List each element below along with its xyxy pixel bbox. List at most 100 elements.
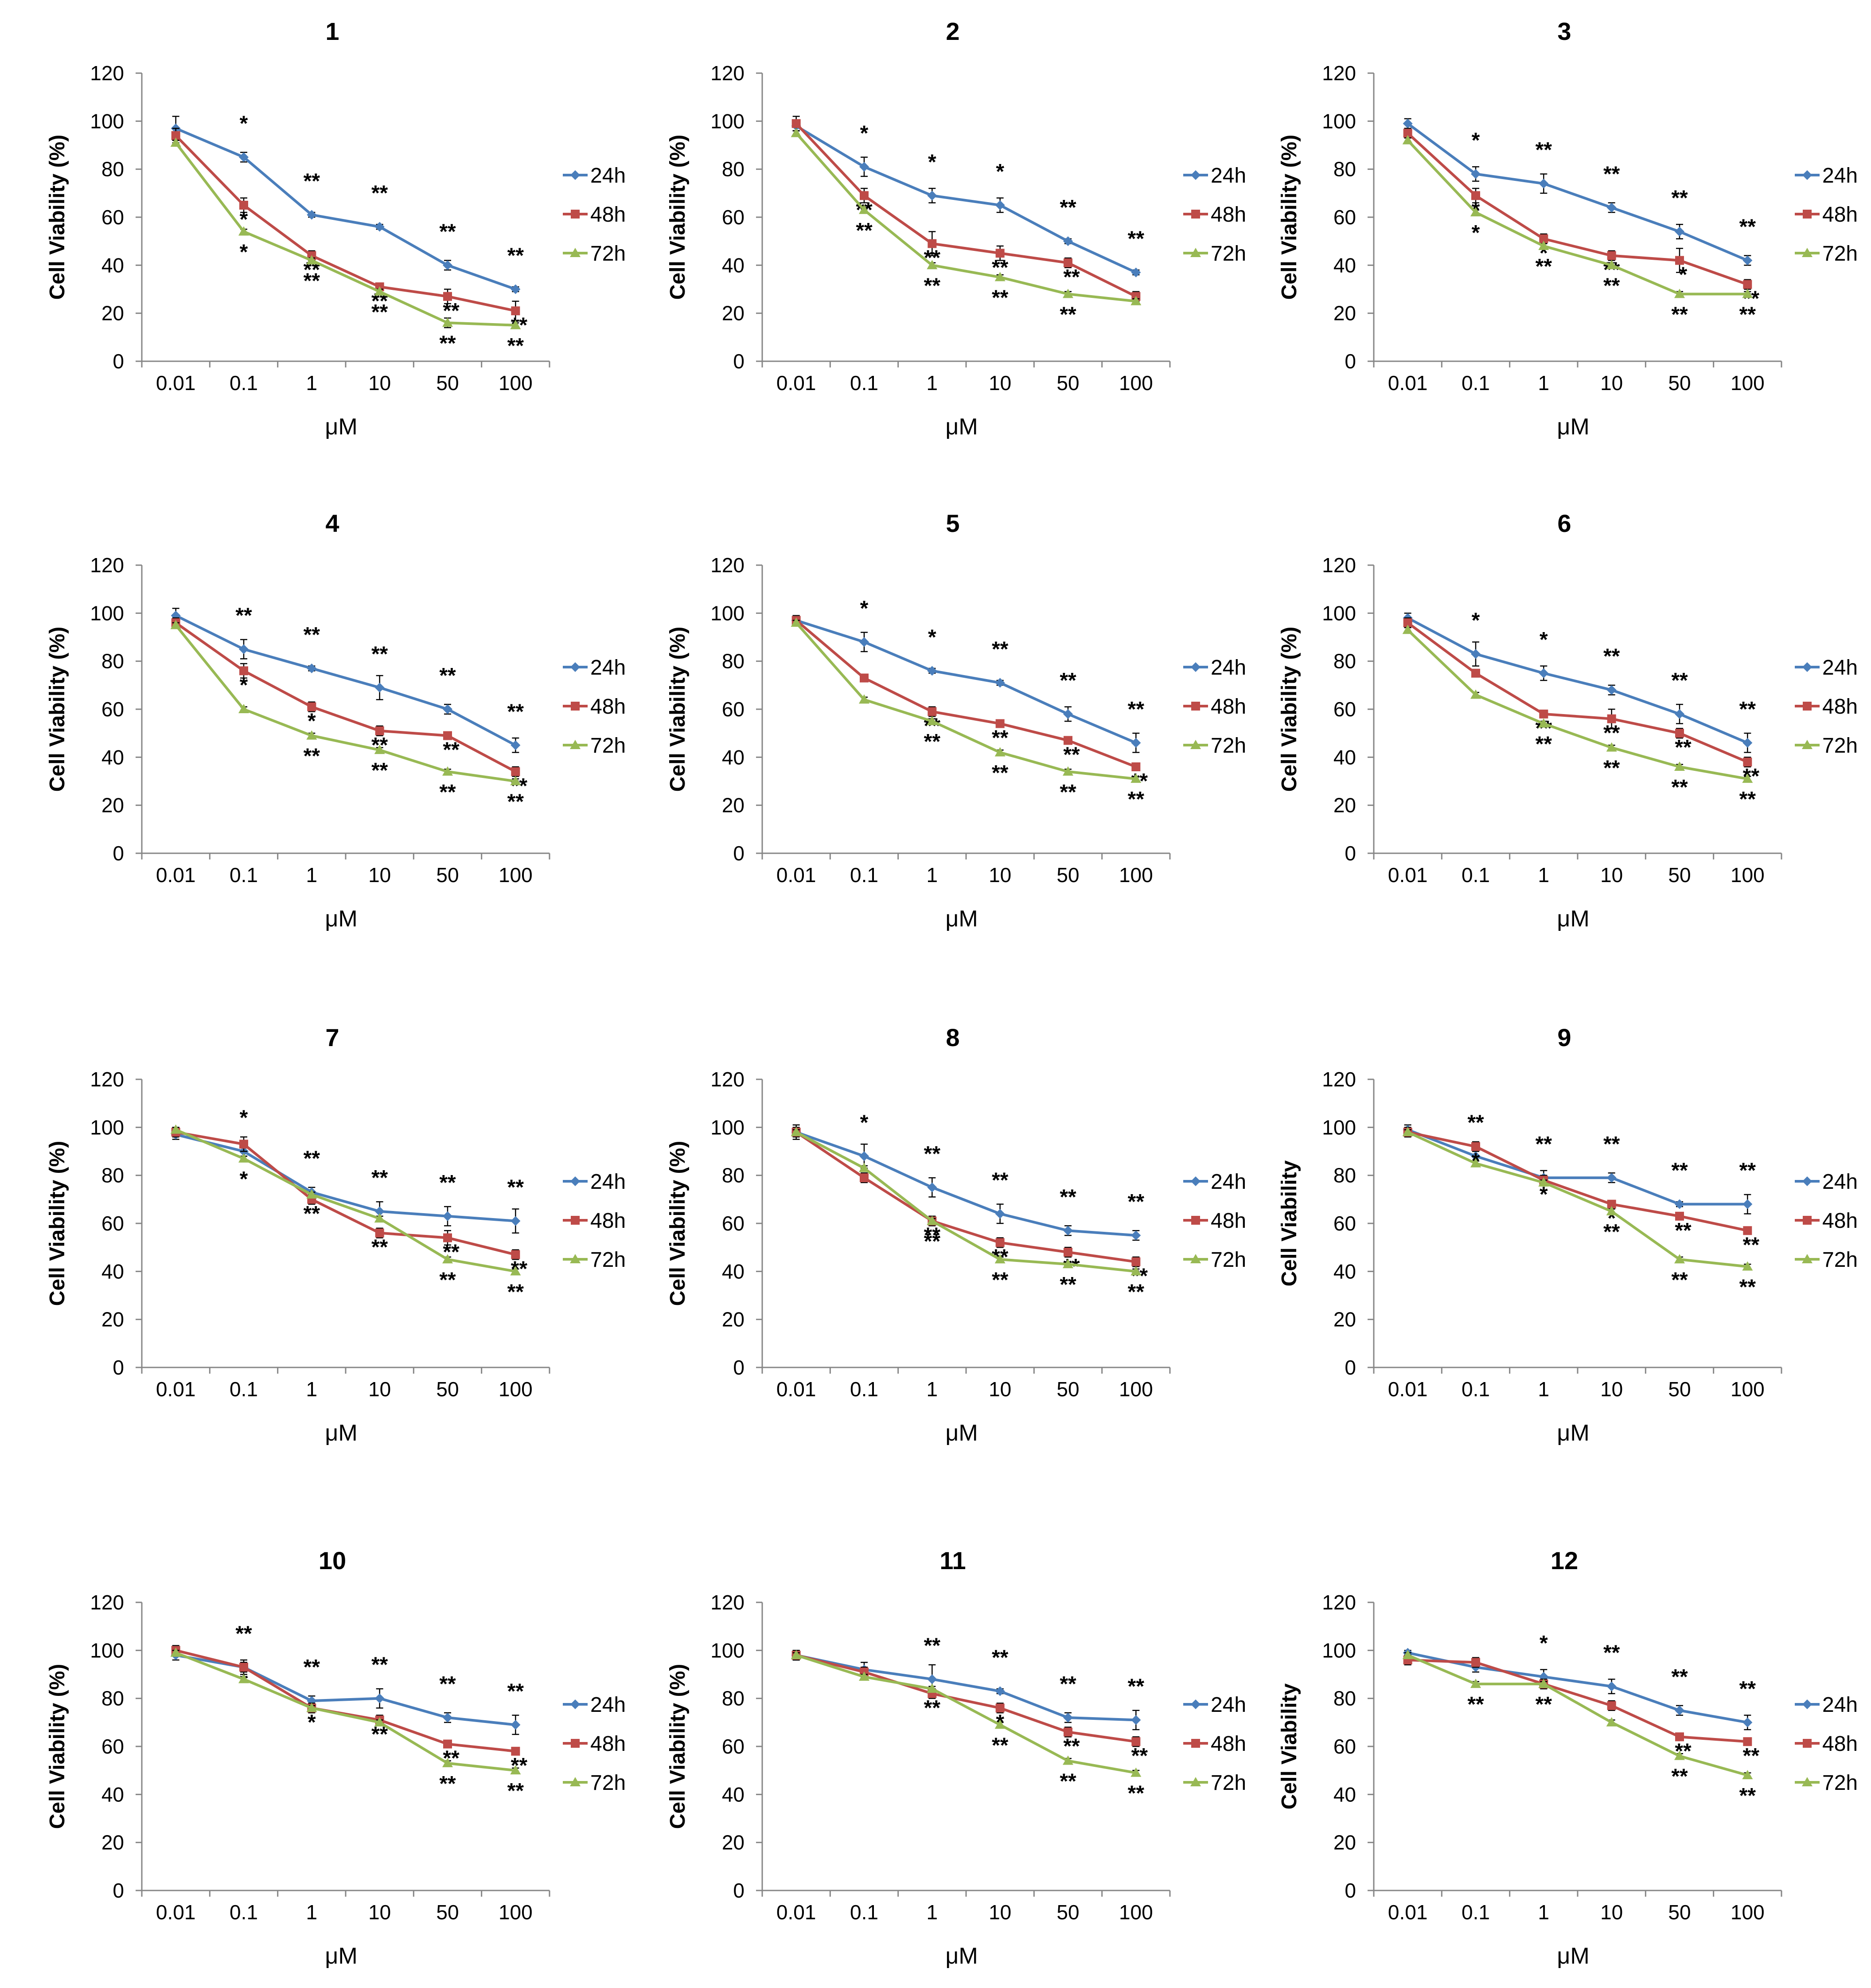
y-tick-label: 20 [101, 794, 124, 817]
x-tick-label: 0.1 [1462, 1901, 1490, 1924]
x-tick-label: 0.01 [156, 863, 196, 887]
significance-label: ** [1131, 1744, 1148, 1768]
series-line [175, 1133, 516, 1222]
data-point [306, 1189, 317, 1199]
chart-title: 7 [325, 1023, 339, 1051]
legend-label: 48h [1211, 203, 1246, 227]
significance-label: ** [371, 1166, 388, 1190]
x-tick-label: 50 [1056, 371, 1079, 394]
y-tick-label: 40 [101, 1260, 124, 1283]
legend-item-48h: 48h [563, 203, 626, 227]
y-tick-label: 0 [113, 1356, 124, 1379]
legend-item-48h: 48h [1795, 1209, 1858, 1233]
legend-item-24h: 24h [563, 164, 626, 187]
series-line [796, 1654, 1136, 1722]
data-point [1607, 1701, 1616, 1710]
legend-item-72h: 72h [563, 1771, 626, 1795]
x-tick-label: 1 [306, 863, 318, 887]
series-24h: ******** [1403, 609, 1756, 753]
data-point [1471, 1658, 1480, 1667]
data-point [1742, 1717, 1753, 1727]
significance-label: ** [371, 301, 388, 324]
legend-label: 24h [590, 656, 626, 680]
legend-marker [1802, 248, 1813, 257]
significance-label: ** [1467, 1693, 1484, 1716]
legend-label: 72h [1822, 734, 1858, 758]
x-tick-label: 10 [989, 1378, 1011, 1401]
legend-marker [1190, 1777, 1201, 1786]
data-point [1471, 169, 1481, 179]
series-24h: ******* [791, 121, 1145, 277]
x-tick-label: 100 [1731, 863, 1765, 887]
series-48h: ***** **** [171, 128, 527, 337]
series-48h: ** ** ** ** [171, 1645, 527, 1777]
legend-marker [1191, 702, 1200, 711]
data-point [1130, 1767, 1142, 1777]
legend-marker [570, 1777, 581, 1786]
significance-label: ** [443, 738, 460, 762]
y-tick-label: 100 [90, 109, 124, 133]
data-point [1606, 685, 1617, 695]
series-72h: ******** [791, 128, 1142, 326]
y-axis-title: Cell Viability (%) [46, 1141, 69, 1306]
x-tick-label: 10 [989, 863, 1011, 887]
chart-title: 11 [939, 1547, 966, 1574]
significance-label: ** [1128, 788, 1145, 811]
significance-label: ** [992, 762, 1009, 785]
data-point [1402, 625, 1413, 634]
significance-label: ** [1603, 274, 1620, 297]
y-tick-label: 100 [90, 1639, 124, 1662]
significance-label: ** [507, 1679, 524, 1703]
significance-label: * [1472, 609, 1480, 632]
significance-label: ** [1128, 227, 1145, 251]
series-line [795, 1654, 1136, 1743]
data-point [307, 702, 316, 711]
data-point [1130, 773, 1142, 783]
data-point [1064, 1248, 1072, 1257]
data-point [306, 1703, 317, 1712]
x-axis-title: μM [325, 906, 357, 932]
data-point [1606, 1173, 1617, 1183]
data-point [928, 707, 937, 716]
chart-title: 9 [1557, 1023, 1571, 1051]
x-tick-label: 100 [1731, 371, 1765, 394]
x-tick-label: 0.01 [776, 1901, 816, 1924]
series-72h: ***** [170, 1124, 524, 1304]
legend-label: 48h [590, 1732, 626, 1756]
significance-label: ** [439, 664, 456, 687]
significance-label: ** [371, 642, 388, 666]
x-tick-label: 10 [368, 1378, 391, 1401]
y-axis-title: Cell Viability (%) [666, 627, 690, 792]
data-point [791, 1127, 802, 1137]
series-line [175, 134, 516, 312]
y-tick-label: 0 [1345, 842, 1356, 865]
y-tick-label: 80 [101, 650, 124, 673]
legend-item-48h: 48h [563, 1209, 626, 1233]
legend-label: 24h [1211, 1693, 1246, 1717]
data-point [239, 1140, 248, 1149]
x-tick-label: 1 [1538, 1378, 1550, 1401]
legend-item-24h: 24h [1183, 1170, 1246, 1194]
y-tick-label: 20 [722, 302, 745, 325]
legend-item-72h: 72h [1795, 242, 1858, 266]
chart-3: 3 0 20 40 60 80 100 120 0.01 0.1 1 10 50 100 μM Cell Vi… [1278, 17, 1858, 440]
data-point [791, 128, 802, 137]
data-point [1063, 289, 1073, 298]
legend-marker [570, 740, 581, 749]
y-tick-label: 40 [722, 746, 745, 769]
significance-label: ** [304, 623, 320, 647]
data-point [859, 204, 869, 214]
significance-label: ** [1603, 1220, 1620, 1244]
x-axis-title: μM [325, 1420, 357, 1446]
significance-label: ** [1671, 303, 1688, 326]
data-point [442, 1758, 453, 1767]
legend-item-24h: 24h [1795, 164, 1858, 187]
data-point [1402, 1650, 1413, 1660]
legend-label: 24h [1211, 1170, 1246, 1194]
data-point [1539, 234, 1548, 243]
y-tick-label: 120 [710, 554, 745, 577]
x-axis-title: μM [1557, 1943, 1589, 1969]
data-point [510, 1266, 521, 1276]
